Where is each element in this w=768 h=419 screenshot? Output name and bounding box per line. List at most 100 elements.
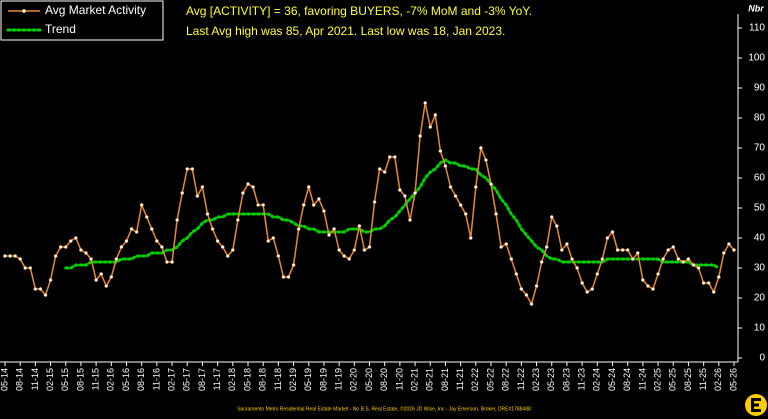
x-tick-label: 02-24 <box>592 368 602 391</box>
x-tick-label: 05-24 <box>607 368 617 391</box>
data-point <box>155 239 159 243</box>
x-tick-label: 02-17 <box>166 368 176 391</box>
x-tick-label: 11-24 <box>637 368 647 390</box>
data-point <box>686 257 691 261</box>
data-point <box>241 191 245 195</box>
data-point <box>256 203 260 207</box>
data-point <box>195 194 200 198</box>
legend-box <box>0 0 164 41</box>
data-point <box>656 272 660 276</box>
data-point <box>266 239 271 243</box>
x-tick-label: 08-22 <box>501 368 511 391</box>
data-point <box>180 191 185 195</box>
data-point <box>605 236 610 240</box>
data-point <box>84 251 88 255</box>
data-point <box>585 290 590 294</box>
data-point <box>74 236 78 240</box>
data-point <box>296 227 301 231</box>
x-tick-label: 11-22 <box>516 368 526 390</box>
data-point <box>322 209 326 213</box>
data-point <box>696 266 701 270</box>
data-point <box>438 149 443 153</box>
data-point <box>499 245 503 249</box>
data-point <box>706 281 711 285</box>
y-tick-label: 20 <box>754 293 766 304</box>
data-point <box>433 113 438 117</box>
data-point <box>635 251 640 255</box>
x-tick-label: 11-16 <box>151 368 161 390</box>
y-tick-label: 10 <box>754 323 766 334</box>
data-point <box>529 302 534 306</box>
x-tick-label: 05-20 <box>364 368 374 391</box>
data-point <box>165 260 169 264</box>
x-tick-label: 08-18 <box>258 368 268 391</box>
data-point <box>306 185 311 189</box>
data-point <box>215 239 220 243</box>
x-tick-label: 08-24 <box>622 368 632 391</box>
data-point <box>615 248 620 252</box>
x-tick-label: 11-17 <box>212 368 222 390</box>
x-tick-label: 11-21 <box>455 368 465 390</box>
logo-stroke <box>751 398 761 401</box>
data-point <box>124 239 129 243</box>
data-point <box>519 287 524 291</box>
data-point <box>651 287 655 291</box>
data-point <box>144 215 149 219</box>
data-point <box>18 257 23 261</box>
data-point <box>418 134 422 138</box>
x-tick-label: 05-15 <box>60 368 70 391</box>
data-point <box>711 290 716 294</box>
data-point <box>332 227 336 231</box>
data-point <box>225 254 230 258</box>
data-point <box>129 227 134 231</box>
x-tick-label: 02-20 <box>349 368 359 391</box>
data-point <box>398 188 402 192</box>
data-point <box>58 245 63 249</box>
footer: Sacramento Metro Residential Real Estate… <box>237 405 531 412</box>
y-tick-label: 100 <box>748 53 765 64</box>
x-tick-label: 08-25 <box>683 368 693 391</box>
y-tick-label: 50 <box>754 203 766 214</box>
x-tick-label: 02-25 <box>652 368 662 391</box>
annotation: Last Avg high was 85, Apr 2021. Last low… <box>186 24 505 38</box>
logo <box>745 394 767 416</box>
data-point <box>600 257 605 261</box>
data-point <box>387 155 392 159</box>
x-tick-label: 02-23 <box>531 368 541 391</box>
data-point <box>291 263 296 267</box>
data-point <box>372 200 377 204</box>
data-point <box>68 239 73 243</box>
data-point <box>200 185 205 189</box>
data-point <box>554 224 559 228</box>
data-point <box>610 230 615 234</box>
data-point <box>681 260 686 264</box>
data-point <box>539 260 544 264</box>
x-tick-label: 08-14 <box>15 368 25 391</box>
x-tick-label: 05-22 <box>485 368 495 391</box>
data-point <box>190 167 195 171</box>
data-point <box>544 245 549 249</box>
data-point <box>443 164 448 168</box>
data-point <box>484 158 488 162</box>
data-point <box>3 254 7 258</box>
x-tick-label: 08-19 <box>318 368 328 391</box>
data-point <box>23 266 28 270</box>
data-point <box>104 284 109 288</box>
y-tick-label: 90 <box>754 83 766 94</box>
data-point <box>509 257 514 261</box>
x-tick-label: 08-17 <box>197 368 207 391</box>
x-tick-label: 08-16 <box>136 368 146 391</box>
legend-label: Trend <box>45 22 76 36</box>
x-tick-label: 02-26 <box>713 368 723 391</box>
data-point <box>463 212 468 216</box>
data-point <box>139 203 144 207</box>
data-point <box>514 272 519 276</box>
data-point <box>175 218 179 222</box>
logo-stroke <box>751 398 754 412</box>
data-point <box>246 182 250 186</box>
data-point <box>671 245 676 249</box>
data-point <box>210 227 215 231</box>
x-tick-label: 05-25 <box>668 368 678 391</box>
data-point <box>357 224 362 228</box>
x-tick-label: 02-22 <box>470 368 480 391</box>
